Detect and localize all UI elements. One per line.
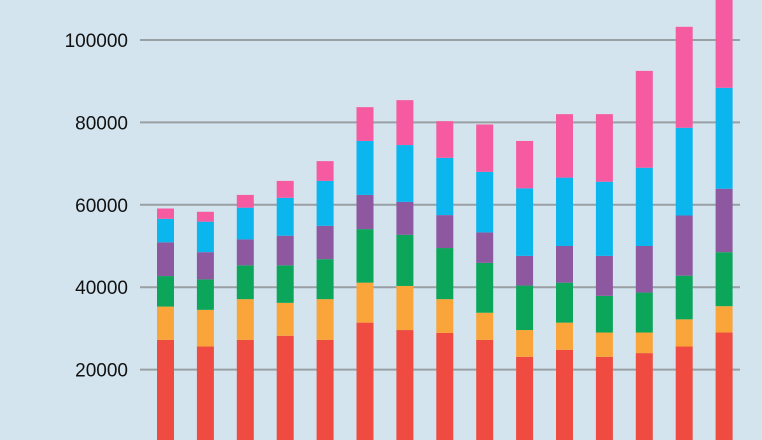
bar-segment-12-1: [595, 356, 613, 440]
bar-segment-9-4: [476, 232, 494, 263]
y-tick-label: 80000: [75, 113, 128, 134]
bar-segment-3-2: [236, 299, 254, 340]
bar-segment-5-6: [316, 161, 334, 181]
bar-segment-2-1: [196, 346, 214, 440]
bar-segment-3-3: [236, 265, 254, 300]
bar-segment-12-3: [595, 295, 613, 333]
bar-segment-7-3: [396, 234, 414, 286]
y-tick-label: 40000: [75, 278, 128, 299]
bar-segment-5-4: [316, 225, 334, 260]
bar-segment-10-6: [516, 140, 534, 189]
bar-segment-15-3: [715, 252, 733, 307]
bar-segment-13-2: [635, 332, 653, 354]
bar-segment-14-1: [675, 346, 693, 440]
bar-segment-15-6: [715, 0, 733, 88]
bar-segment-5-5: [316, 180, 334, 226]
bar-segment-11-4: [556, 246, 573, 283]
bar-segment-4-6: [276, 180, 294, 198]
bar-segment-14-2: [675, 319, 693, 347]
bar-segment-4-2: [276, 302, 294, 336]
bar-segment-1-3: [157, 276, 174, 307]
bar-segment-7-1: [396, 330, 414, 440]
bar-segment-15-4: [715, 188, 733, 253]
bar-segment-7-5: [396, 145, 414, 202]
bar-segment-3-5: [236, 207, 254, 240]
bar-segment-10-1: [516, 356, 534, 440]
bar-segment-2-2: [196, 309, 214, 347]
bar-segment-1-4: [157, 242, 174, 277]
bar-segment-10-4: [516, 255, 534, 286]
bar-segment-7-4: [396, 201, 414, 235]
bar-segment-2-6: [196, 211, 214, 222]
bar-segment-9-2: [476, 312, 494, 340]
bar-segment-9-6: [476, 124, 494, 172]
bar-segment-13-4: [635, 246, 653, 293]
bar-segment-9-1: [476, 339, 494, 440]
bar-segment-6-3: [356, 229, 374, 283]
bar-segment-13-6: [635, 70, 653, 168]
bar-segment-6-2: [356, 282, 374, 323]
bar-segment-8-1: [436, 332, 454, 440]
bar-segment-11-6: [556, 114, 573, 178]
bar-segment-12-5: [595, 181, 613, 256]
bar-segment-6-6: [356, 107, 374, 141]
bar-segment-15-2: [715, 306, 733, 333]
bar-segment-8-6: [436, 121, 454, 158]
bar-segment-13-1: [635, 353, 653, 440]
bar-segment-4-5: [276, 197, 294, 236]
y-tick-label: 20000: [75, 361, 128, 382]
y-axis-ticks: 20000 40000 60000 80000 100000: [65, 31, 128, 382]
bar-segment-6-4: [356, 194, 374, 230]
bar-segment-11-1: [556, 349, 573, 440]
bar-segment-8-2: [436, 299, 454, 333]
bar-segment-7-2: [396, 285, 414, 331]
bar-segment-15-5: [715, 87, 733, 189]
bar-segment-6-5: [356, 140, 374, 195]
bar-segment-5-1: [316, 339, 334, 440]
bar-segment-4-3: [276, 265, 294, 303]
bar-segment-14-6: [675, 26, 693, 128]
bar-segment-11-2: [556, 322, 573, 350]
bar-segment-13-5: [635, 167, 653, 246]
bar-segment-6-1: [356, 322, 374, 440]
bar-segment-5-3: [316, 259, 334, 300]
bar-segment-4-1: [276, 335, 294, 440]
bar-segment-9-5: [476, 171, 494, 233]
bar-segment-11-5: [556, 177, 573, 246]
bar-segment-2-5: [196, 221, 214, 253]
bar-segment-11-3: [556, 282, 573, 323]
bar-segment-12-6: [595, 114, 613, 182]
bar-segment-1-6: [157, 208, 174, 219]
bar-segment-8-5: [436, 157, 454, 216]
bar-segment-14-4: [675, 215, 693, 276]
bar-segment-3-1: [236, 339, 254, 440]
y-tick-label: 60000: [75, 196, 128, 217]
bar-segment-14-5: [675, 127, 693, 216]
bar-segment-7-6: [396, 100, 414, 146]
bar-segment-13-3: [635, 292, 653, 333]
bar-segment-10-2: [516, 330, 534, 357]
bar-segment-8-3: [436, 248, 454, 300]
bars: [157, 0, 733, 440]
bar-segment-10-3: [516, 285, 534, 331]
bar-segment-14-3: [675, 275, 693, 320]
bar-segment-3-6: [236, 194, 254, 208]
bar-segment-2-4: [196, 252, 214, 280]
bar-segment-1-1: [157, 339, 174, 440]
bar-segment-1-2: [157, 306, 174, 340]
bar-segment-5-2: [316, 299, 334, 340]
bar-segment-12-4: [595, 255, 613, 296]
bar-segment-8-4: [436, 215, 454, 249]
bar-segment-12-2: [595, 332, 613, 357]
bar-segment-4-4: [276, 235, 294, 266]
bar-segment-3-4: [236, 239, 254, 266]
bar-segment-15-1: [715, 332, 733, 440]
bar-segment-1-5: [157, 218, 174, 243]
bar-segment-9-3: [476, 262, 494, 313]
bar-segment-2-3: [196, 279, 214, 310]
bar-segment-10-5: [516, 188, 534, 256]
y-tick-label: 100000: [65, 31, 128, 52]
